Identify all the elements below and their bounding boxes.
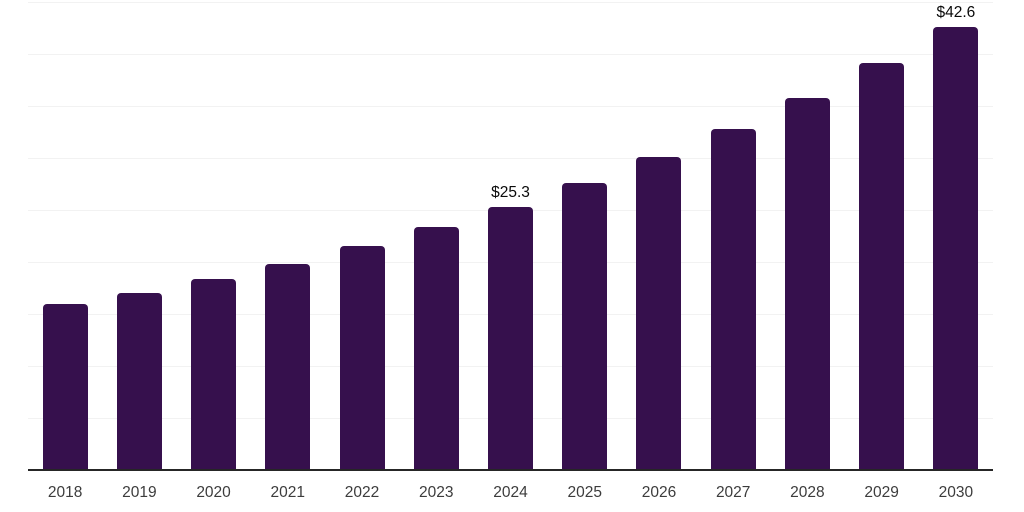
x-axis-line bbox=[28, 469, 993, 471]
bar-2020 bbox=[191, 278, 237, 470]
bar-2029 bbox=[859, 63, 905, 470]
bar-2023 bbox=[413, 226, 459, 470]
x-tick-2018: 2018 bbox=[47, 484, 83, 501]
x-tick-2023: 2023 bbox=[419, 484, 454, 501]
x-tick-2019: 2019 bbox=[122, 484, 157, 501]
bar-2022 bbox=[339, 246, 385, 470]
x-tick-2030: 2030 bbox=[938, 484, 974, 501]
bar-2027 bbox=[710, 128, 756, 470]
x-tick-2020: 2020 bbox=[196, 484, 231, 501]
plot-area: $25.3 $42.6 bbox=[28, 2, 993, 471]
value-label-2024: $25.3 bbox=[491, 183, 530, 201]
bar-2025 bbox=[562, 183, 608, 470]
bar-2021 bbox=[265, 264, 311, 470]
gridline-35 bbox=[28, 106, 993, 107]
bar-2026 bbox=[636, 157, 682, 470]
x-tick-2025: 2025 bbox=[567, 484, 602, 501]
x-tick-2029: 2029 bbox=[864, 484, 899, 501]
x-tick-2022: 2022 bbox=[344, 484, 380, 501]
bar-2030 bbox=[933, 27, 979, 470]
x-tick-2024: 2024 bbox=[493, 484, 528, 501]
bar-2018 bbox=[42, 303, 88, 470]
gridline-30 bbox=[28, 158, 993, 159]
gridline-40 bbox=[28, 54, 993, 55]
x-tick-2028: 2028 bbox=[790, 484, 825, 501]
value-label-2030: $42.6 bbox=[936, 4, 976, 22]
x-tick-2027: 2027 bbox=[715, 484, 751, 501]
x-tick-2021: 2021 bbox=[270, 484, 306, 501]
bar-2028 bbox=[784, 97, 830, 470]
x-tick-2026: 2026 bbox=[641, 484, 677, 501]
bar-2024 bbox=[488, 206, 533, 470]
gridline-45 bbox=[28, 2, 993, 3]
bar-2019 bbox=[116, 293, 162, 470]
